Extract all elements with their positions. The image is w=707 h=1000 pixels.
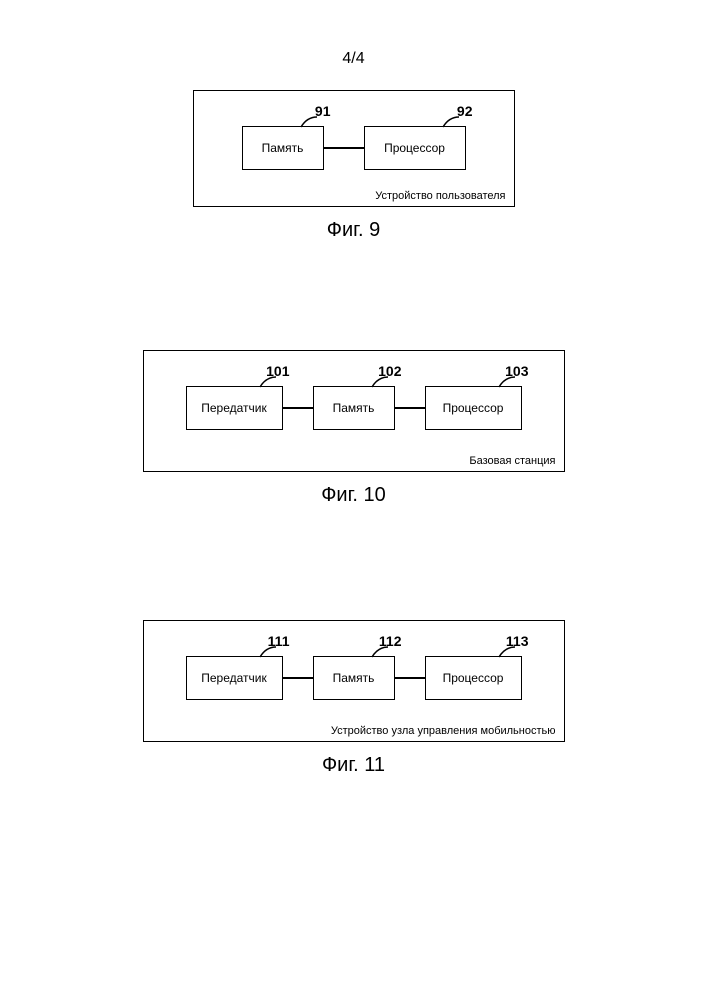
fig10-processor-box: 103 Процессор [425, 386, 522, 430]
fig10-container-label: Базовая станция [469, 455, 555, 467]
fig10-caption: Фиг. 10 [0, 484, 707, 507]
fig10-processor-label: Процессор [443, 401, 504, 415]
fig10-container: 101 Передатчик 102 Память 103 Процессор … [143, 350, 565, 472]
fig11-processor-box: 113 Процессор [425, 656, 522, 700]
fig11-caption: Фиг. 11 [0, 754, 707, 777]
fig9-memory-box: 91 Память [242, 126, 324, 170]
fig11-container-label: Устройство узла управления мобильностью [331, 725, 556, 737]
fig11-row: 111 Передатчик 112 Память 113 Процессор [144, 621, 564, 730]
fig11-transmitter-box: 111 Передатчик [186, 656, 283, 700]
fig11-container: 111 Передатчик 112 Память 113 Процессор … [143, 620, 565, 742]
fig9-container: 91 Память 92 Процессор Устройство пользо… [193, 90, 515, 207]
fig9-processor-label: Процессор [384, 141, 445, 155]
ref-curve-icon [370, 645, 390, 659]
fig9-caption: Фиг. 9 [0, 219, 707, 242]
ref-curve-icon [258, 375, 278, 389]
fig9-container-label: Устройство пользователя [375, 190, 505, 202]
fig11-memory-label: Память [333, 671, 375, 685]
fig10-row: 101 Передатчик 102 Память 103 Процессор [144, 351, 564, 460]
ref-curve-icon [370, 375, 390, 389]
fig11-processor-label: Процессор [443, 671, 504, 685]
connector-line [283, 677, 313, 679]
ref-curve-icon [258, 645, 278, 659]
fig11-transmitter-label: Передатчик [201, 671, 267, 685]
ref-curve-icon [299, 115, 319, 129]
connector-line [395, 407, 425, 409]
page-number: 4/4 [0, 50, 707, 68]
fig10-memory-label: Память [333, 401, 375, 415]
fig10-memory-box: 102 Память [313, 386, 395, 430]
fig9-memory-label: Память [262, 141, 304, 155]
fig10-transmitter-box: 101 Передатчик [186, 386, 283, 430]
figure-9: 91 Память 92 Процессор Устройство пользо… [0, 90, 707, 242]
connector-line [324, 147, 364, 149]
fig9-processor-box: 92 Процессор [364, 126, 466, 170]
fig11-memory-box: 112 Память [313, 656, 395, 700]
fig10-transmitter-label: Передатчик [201, 401, 267, 415]
fig9-row: 91 Память 92 Процессор [194, 91, 514, 200]
connector-line [283, 407, 313, 409]
figure-10: 101 Передатчик 102 Память 103 Процессор … [0, 350, 707, 507]
figure-11: 111 Передатчик 112 Память 113 Процессор … [0, 620, 707, 777]
ref-curve-icon [441, 115, 461, 129]
connector-line [395, 677, 425, 679]
ref-curve-icon [497, 375, 517, 389]
ref-curve-icon [497, 645, 517, 659]
